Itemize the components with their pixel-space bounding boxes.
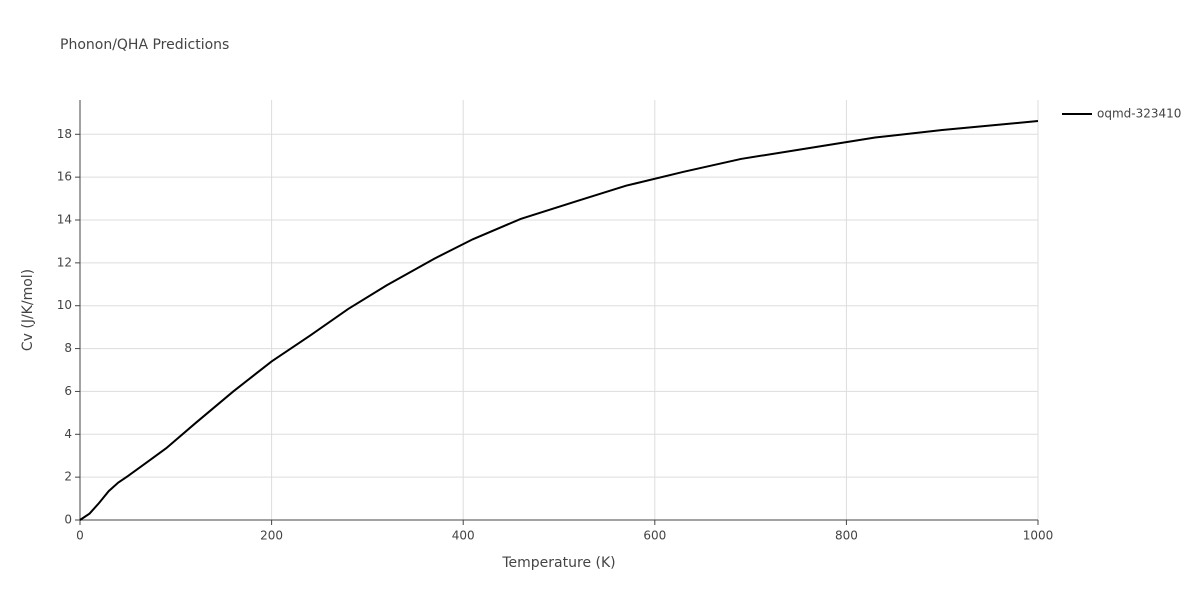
- x-tick-label: 200: [260, 529, 283, 543]
- x-axis-label: Temperature (K): [501, 555, 615, 571]
- x-tick-label: 800: [835, 529, 858, 543]
- y-tick-label: 6: [64, 384, 72, 398]
- legend-label: oqmd-323410: [1097, 107, 1181, 121]
- y-tick-label: 14: [57, 213, 72, 227]
- y-tick-label: 16: [57, 170, 72, 184]
- chart-title: Phonon/QHA Predictions: [60, 37, 229, 53]
- y-tick-label: 10: [57, 298, 72, 312]
- y-tick-label: 12: [57, 255, 72, 269]
- y-tick-label: 0: [64, 513, 72, 527]
- y-tick-label: 4: [64, 427, 72, 441]
- y-tick-label: 8: [64, 341, 72, 355]
- y-axis-label: Cv (J/K/mol): [20, 269, 36, 351]
- x-tick-label: 0: [76, 529, 84, 543]
- y-tick-label: 2: [64, 470, 72, 484]
- x-tick-label: 1000: [1023, 529, 1054, 543]
- y-tick-label: 18: [57, 127, 72, 141]
- x-tick-label: 600: [643, 529, 666, 543]
- data-line: [79, 120, 1039, 521]
- x-tick-label: 400: [452, 529, 475, 543]
